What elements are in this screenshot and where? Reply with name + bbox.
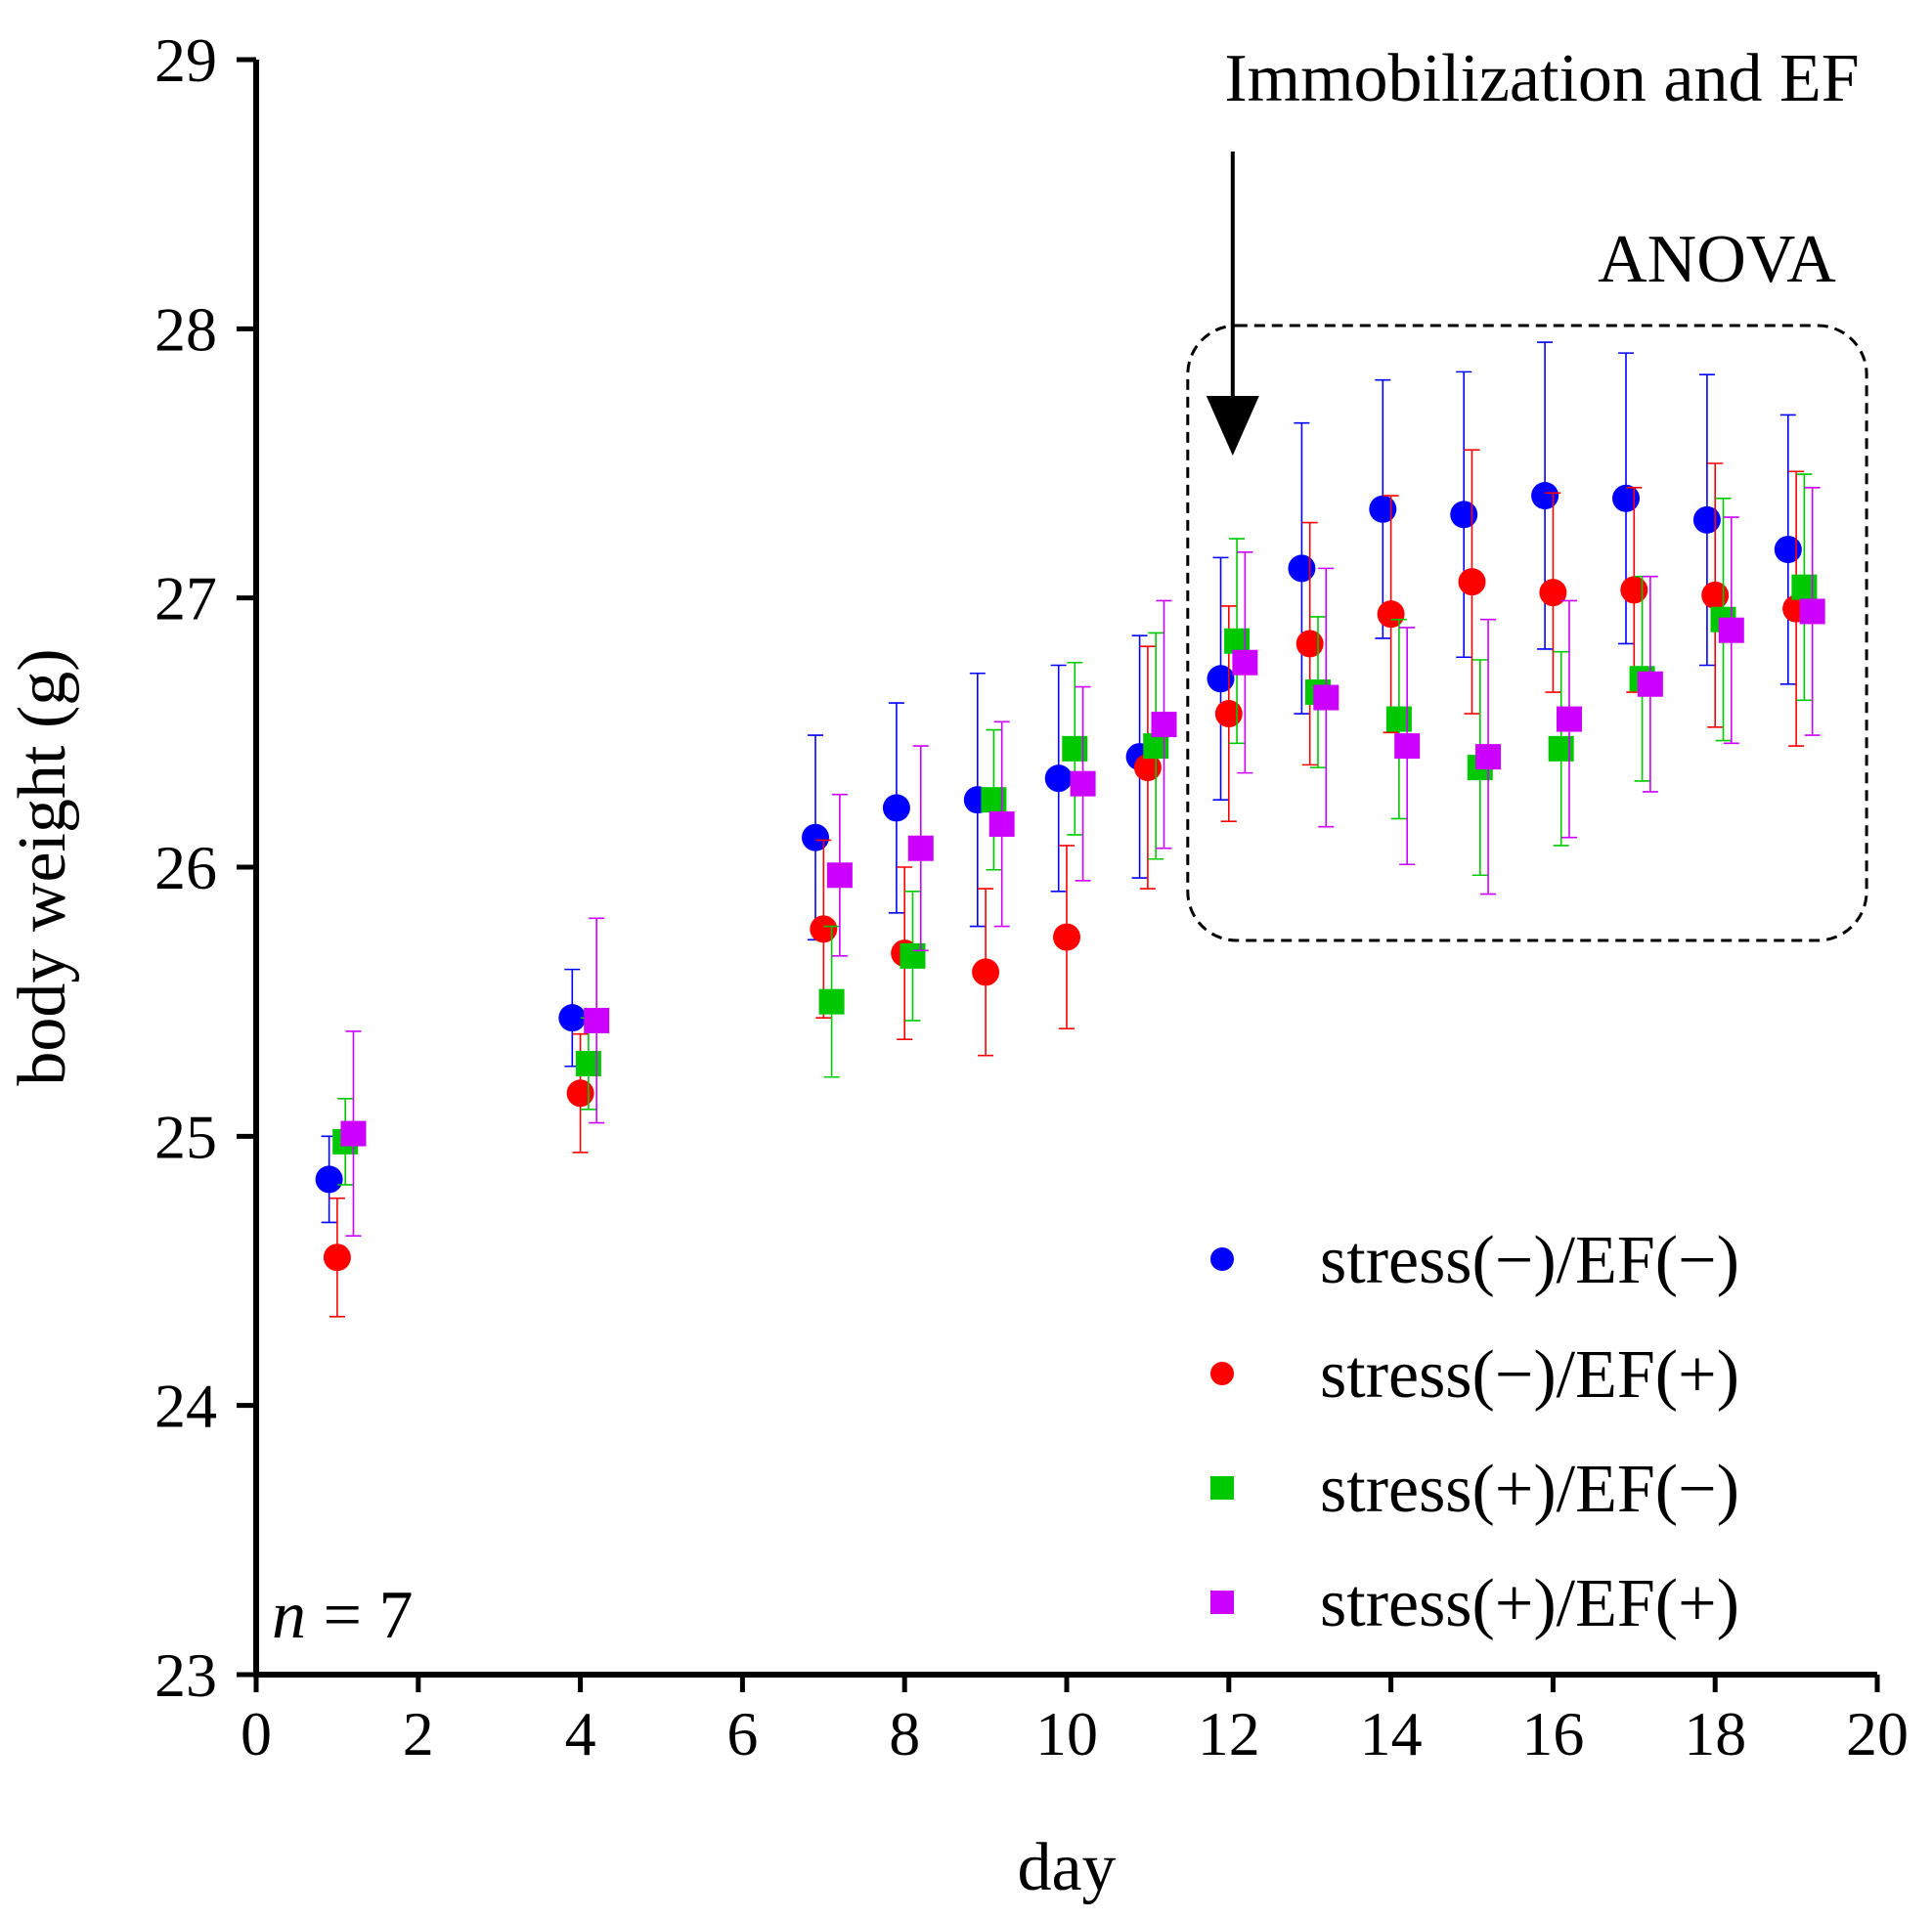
x-tick-label: 8 [889, 1699, 920, 1768]
x-tick-label: 0 [241, 1699, 272, 1768]
y-tick-label: 29 [154, 25, 217, 95]
data-point [1313, 684, 1339, 711]
data-point [1295, 630, 1324, 658]
data-point [1151, 712, 1177, 738]
data-point [1548, 735, 1574, 762]
data-point [566, 1079, 594, 1108]
data-point [1070, 770, 1096, 797]
data-point [575, 1050, 601, 1076]
legend-label: stress(+)/EF(−) [1320, 1452, 1739, 1527]
legend-marker [1210, 1362, 1234, 1385]
series-2 [323, 449, 1811, 1318]
data-point [1475, 744, 1502, 770]
x-tick-label: 18 [1684, 1699, 1746, 1768]
legend-label: stress(−)/EF(+) [1320, 1337, 1739, 1413]
legend-marker [1210, 1476, 1234, 1500]
data-point [1369, 495, 1397, 523]
x-tick-label: 4 [565, 1699, 596, 1768]
data-point [818, 988, 845, 1015]
legend-marker [1210, 1591, 1234, 1614]
series-layer [315, 341, 1825, 1318]
data-point [1458, 568, 1486, 596]
data-point [907, 835, 934, 861]
data-point [584, 1007, 610, 1033]
y-axis-title: body weight (g) [5, 648, 80, 1085]
data-point [1539, 579, 1567, 607]
anova-label: ANOVA [1598, 222, 1836, 297]
legend: stress(−)/EF(−) stress(−)/EF(+) stress(+)/… [1210, 1223, 1739, 1641]
data-point [1718, 617, 1744, 643]
x-tick-label: 12 [1198, 1699, 1260, 1768]
y-tick-label: 23 [154, 1640, 217, 1710]
data-point [900, 942, 926, 969]
annotation-box-group: ANOVA [1186, 222, 1868, 942]
data-point [972, 958, 1000, 986]
legend-label: stress(−)/EF(−) [1320, 1223, 1739, 1298]
data-point [1207, 665, 1235, 693]
annotation-arrow-group: Immobilization and EF [1206, 41, 1860, 456]
data-point [315, 1165, 343, 1194]
sample-size-value: = 7 [306, 1578, 413, 1653]
data-point [558, 1004, 587, 1032]
data-point [1214, 700, 1243, 728]
data-point [1556, 706, 1582, 732]
y-tick-label: 27 [154, 564, 217, 633]
data-point [1692, 505, 1721, 534]
data-point [802, 823, 830, 851]
data-point [1799, 598, 1825, 625]
x-ticks: 0 2 4 6 8 10 12 14 16 18 20 [241, 1675, 1909, 1768]
data-point [1133, 754, 1162, 782]
data-point [1053, 923, 1080, 951]
y-tick-label: 24 [154, 1372, 217, 1441]
legend-label: stress(+)/EF(+) [1320, 1566, 1739, 1641]
data-point [1385, 706, 1412, 732]
data-point [1377, 600, 1405, 629]
data-point [340, 1120, 367, 1147]
data-point [323, 1244, 351, 1272]
data-point [981, 787, 1007, 813]
data-point [1612, 484, 1641, 512]
y-tick-label: 26 [154, 833, 217, 902]
sample-size-label: n = 7 [272, 1578, 413, 1653]
data-point [810, 915, 838, 943]
anova-box [1186, 324, 1868, 942]
x-tick-label: 6 [726, 1699, 758, 1768]
series-3 [332, 473, 1818, 1186]
y-tick-label: 25 [154, 1102, 217, 1171]
x-tick-label: 2 [403, 1699, 434, 1768]
x-tick-label: 20 [1846, 1699, 1909, 1768]
legend-marker [1210, 1247, 1234, 1271]
data-point [1450, 501, 1478, 529]
x-tick-label: 14 [1360, 1699, 1423, 1768]
data-point [1288, 554, 1316, 583]
series-1 [315, 341, 1802, 1224]
arrow-down-icon [1206, 396, 1259, 456]
data-point [1232, 649, 1258, 676]
data-point [1637, 671, 1663, 697]
data-point [1791, 574, 1818, 600]
data-point [1531, 482, 1559, 510]
immobilization-label: Immobilization and EF [1224, 41, 1859, 116]
x-tick-label: 16 [1521, 1699, 1584, 1768]
x-tick-label: 10 [1035, 1699, 1098, 1768]
data-point [1044, 764, 1073, 793]
series-4 [340, 486, 1825, 1238]
y-tick-label: 28 [154, 294, 217, 364]
data-point [1774, 536, 1802, 564]
sample-size-variable: n [272, 1578, 306, 1653]
y-ticks: 23 24 25 26 27 28 29 [154, 25, 256, 1710]
data-point [1062, 735, 1088, 762]
data-point [1620, 576, 1648, 604]
data-point [882, 794, 910, 822]
data-point [1394, 733, 1421, 760]
data-point [988, 810, 1015, 837]
data-point [826, 862, 853, 889]
data-point [1701, 581, 1730, 609]
x-axis-title: day [1017, 1830, 1116, 1905]
